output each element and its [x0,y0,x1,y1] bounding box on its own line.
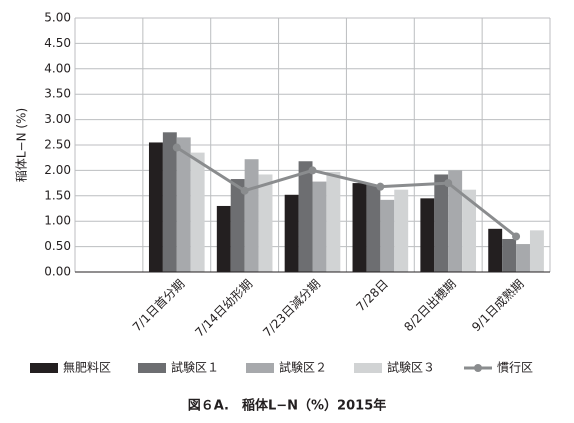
legend-label: 試験区３ [387,360,435,375]
legend-label: 試験区２ [279,360,327,375]
y-axis-label: 稲体L−N (%) [15,108,29,182]
bar [366,184,381,272]
line-marker [376,182,385,191]
bar [529,230,544,272]
bar [462,189,477,272]
x-tick-label: 7/23日減分期 [259,276,323,340]
legend-swatch [354,363,382,373]
y-tick-label: 2.00 [44,163,71,177]
bar [176,137,191,272]
legend-swatch [474,364,482,372]
y-tick-label: 0.50 [44,239,71,253]
bar [448,170,463,272]
line-marker [308,166,317,175]
line-marker [172,143,181,152]
bar [516,244,530,272]
bar [244,159,259,272]
bar [420,198,435,272]
bar [298,161,313,272]
legend-swatch [246,363,274,373]
bar [502,238,517,272]
bar [230,179,245,272]
bar [394,189,409,272]
x-tick-label: 9/1日成熟期 [468,276,526,334]
y-tick-label: 4.00 [44,61,71,75]
legend-swatch [138,363,166,373]
x-tick-label: 8/2日出穂期 [401,277,459,335]
bar [488,228,503,272]
y-tick-label: 0.00 [44,265,71,279]
bar [284,194,299,272]
y-tick-label: 1.50 [44,188,71,202]
line-marker [240,186,249,195]
x-tick-label: 7/1日首分期 [130,277,188,335]
bar [258,174,273,272]
line-marker [444,179,453,188]
legend-label: 試験区１ [171,360,219,375]
y-tick-label: 3.00 [44,112,71,126]
line-marker [512,232,521,241]
bar [312,181,327,272]
legend-label: 慣行区 [497,360,533,375]
y-tick-label: 3.50 [44,87,71,101]
legend-label: 無肥料区 [63,360,111,375]
bar [380,199,395,272]
bar [190,152,205,272]
x-tick-label: 7/14日幼形期 [192,277,255,340]
bar [162,132,177,272]
y-tick-label: 2.50 [44,138,71,152]
bar [326,171,341,272]
bar [216,205,231,272]
line [175,146,517,238]
y-tick-label: 4.50 [44,36,71,50]
bar [148,142,163,272]
bar [434,174,449,272]
y-tick-label: 5.00 [44,11,71,25]
bar [352,183,367,272]
legend-swatch [30,363,58,373]
y-tick-label: 1.00 [44,214,71,228]
caption: 図６A. 稲体L−N（%）2015年 [188,398,387,414]
x-tick-label: 7/28日 [354,277,391,314]
